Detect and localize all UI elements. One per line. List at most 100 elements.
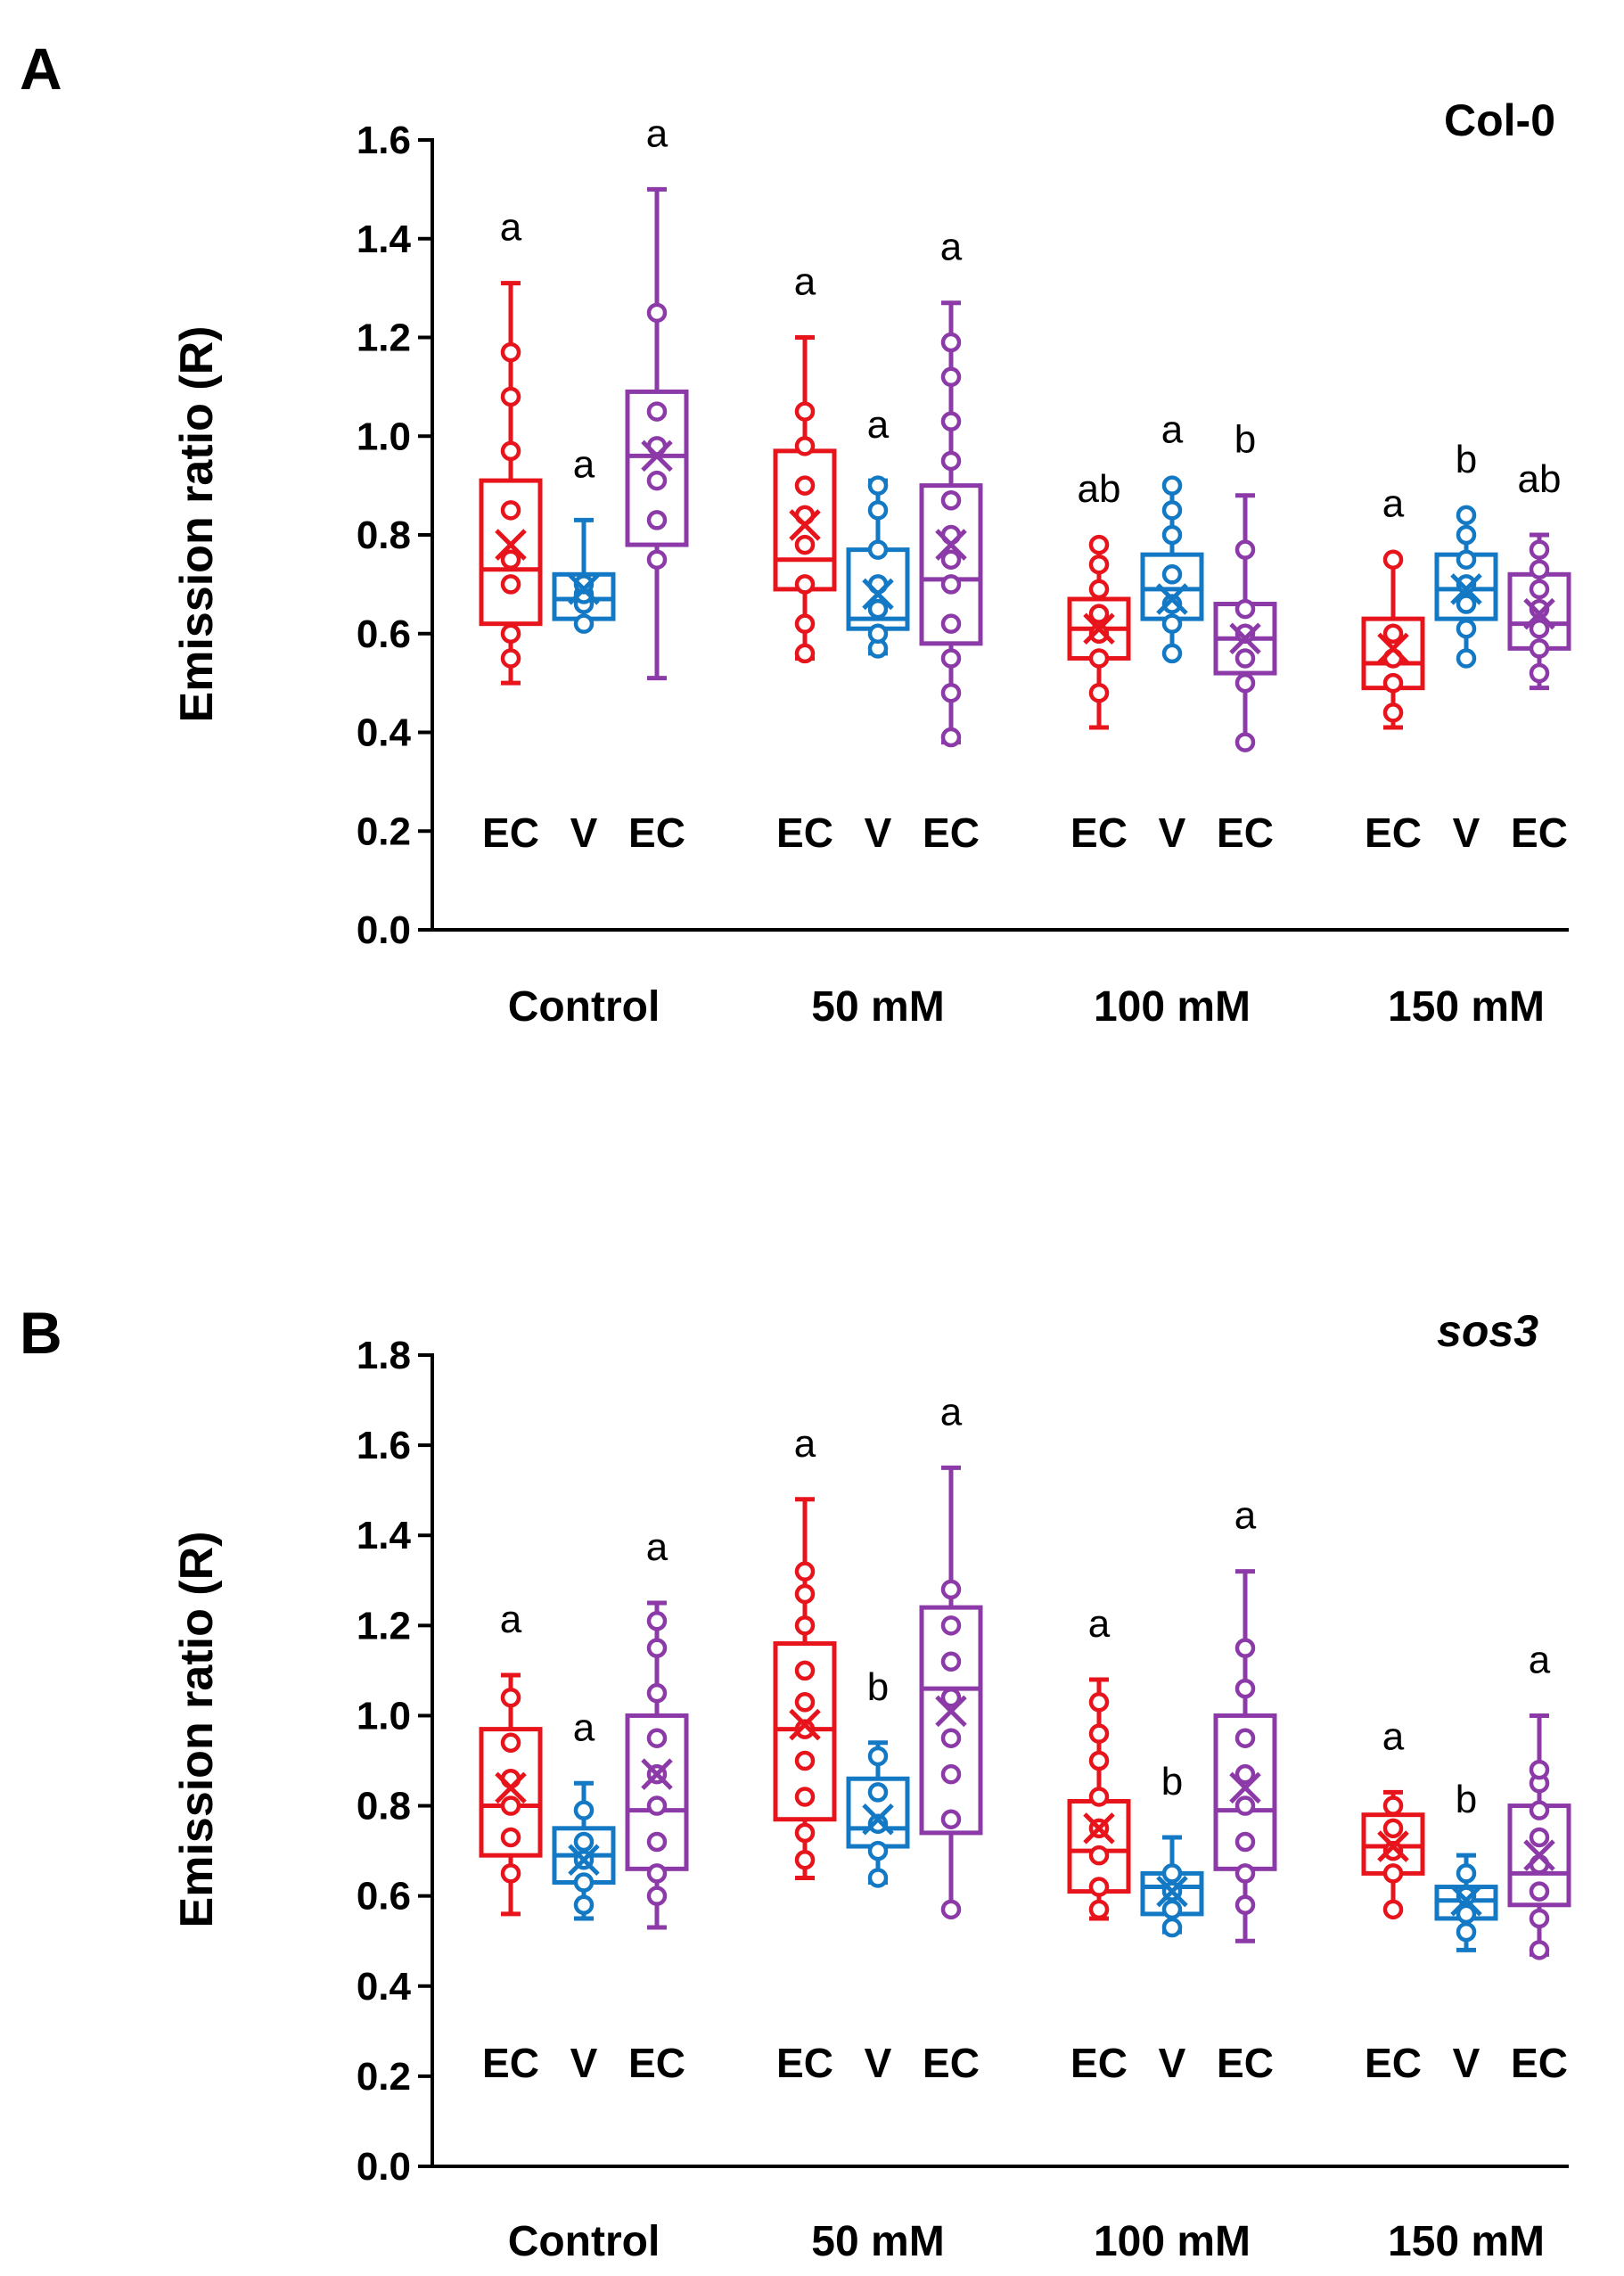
data-point [500,1687,521,1708]
data-point [1088,1692,1110,1713]
y-tick-label: 1.0 [357,415,411,458]
data-point [1234,1863,1256,1884]
group-label: EC [482,809,539,856]
mean-marker [1229,1771,1261,1804]
group-label: EC [1511,2040,1568,2086]
significance-letter: a [573,442,595,486]
y-tick-label: 1.8 [357,1334,411,1377]
data-point [794,475,816,496]
data-point [867,623,889,644]
data-point [1456,505,1477,526]
data-point [1529,1881,1550,1902]
mean-marker [1156,1875,1188,1908]
box-ec: a EC [625,111,689,856]
mean-marker [495,1771,527,1804]
data-point [1088,1787,1110,1807]
data-point [794,1660,816,1681]
significance-letter: b [867,1665,889,1709]
group-label: EC [628,809,685,856]
data-point [794,1692,816,1713]
data-point [573,1831,595,1853]
data-point [1529,539,1550,560]
y-axis-label: Emission ratio (R) [171,1532,223,1928]
group-label: V [1159,2040,1186,2086]
group-label: V [1453,2040,1480,2086]
mean-marker [641,1758,673,1790]
significance-letter: ab [1078,467,1121,511]
data-point [940,1809,962,1829]
data-point [1529,1800,1550,1820]
data-point [1529,638,1550,659]
data-point [940,613,962,634]
x-category-label: 150 mM [1388,2218,1545,2265]
data-point [1234,1678,1256,1699]
data-point [1088,534,1110,555]
data-point [1382,1818,1404,1839]
significance-letter: b [1456,1778,1477,1821]
box-ec: a EC [919,1390,983,2086]
data-point [1456,524,1477,546]
y-tick-label: 0.6 [357,612,411,656]
data-point [646,549,668,570]
data-point [940,1728,962,1748]
data-point [940,1579,962,1600]
mean-marker [1156,583,1188,615]
data-point [1529,618,1550,639]
data-point [1161,1899,1183,1920]
box-ec: ab EC [1507,457,1571,856]
data-point [1456,1886,1477,1906]
data-point [940,1651,962,1672]
data-point [1529,1940,1550,1960]
mean-marker [789,509,821,541]
data-point [646,1795,668,1816]
data-point [794,1615,816,1636]
data-point [1161,475,1183,496]
box-v: aV [552,442,616,856]
data-point [500,341,521,363]
significance-letter: a [646,1525,668,1569]
data-point [500,500,521,521]
data-point [940,1687,962,1708]
data-point [1382,623,1404,644]
data-point [940,1615,962,1636]
mean-marker [789,1708,821,1741]
data-point [1382,703,1404,723]
mean-marker [862,1803,894,1836]
box-ec: a EC [479,1598,543,2086]
group-label: V [570,2040,598,2086]
box-ec: a EC [479,206,543,856]
data-point [940,682,962,703]
data-point [1234,648,1256,669]
data-point [1234,1795,1256,1816]
group-label: EC [1217,809,1274,856]
data-point [646,510,668,530]
data-point [1088,554,1110,575]
data-point [940,648,962,669]
box-ec: b EC [1213,418,1277,856]
data-point [500,648,521,669]
axes: Control 50 mM 100 mM 150 mM [431,138,1569,1031]
data-point [794,1849,816,1870]
group-label: V [1159,809,1186,856]
data-point [1088,604,1110,624]
group-label: EC [776,809,833,856]
data-point [646,1728,668,1748]
data-point [500,1827,521,1848]
mean-marker [1083,1812,1115,1845]
data-point [1529,1759,1550,1780]
y-tick-label: 1.6 [357,119,411,162]
data-point [1234,539,1256,560]
mean-marker [1450,573,1482,605]
data-point [1382,1863,1404,1884]
data-point [1234,1728,1256,1748]
data-point [500,386,521,407]
mean-marker [1083,612,1115,645]
data-point [794,613,816,634]
y-tick-label: 0.4 [357,711,412,755]
data-point [1456,594,1477,614]
data-point [867,1840,889,1861]
data-point [1088,1750,1110,1771]
significance-letter: a [940,1390,963,1434]
y-tick-label: 0.6 [357,1875,411,1919]
